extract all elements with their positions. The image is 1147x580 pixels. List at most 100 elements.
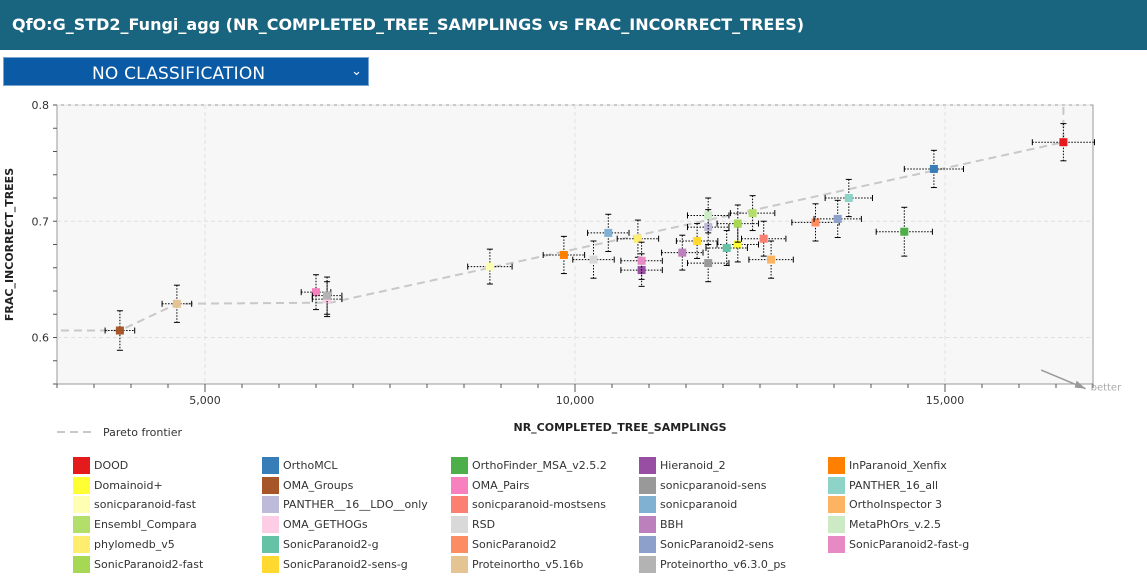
- legend-color-swatch: [262, 535, 279, 553]
- legend-color-swatch: [828, 476, 845, 494]
- legend-label: BBH: [660, 518, 684, 532]
- legend-color-swatch: [73, 457, 90, 474]
- data-point-marker: [172, 299, 181, 308]
- series-point-21: [705, 230, 748, 266]
- legend-label: SonicParanoid2-fast: [94, 557, 204, 571]
- y-tick-label: 0.7: [32, 215, 50, 228]
- data-point-marker: [589, 255, 598, 264]
- scatter-chart: 5,000 10,000 15,000 0.6 0.7 0.8 NR_COMPLETED_T…: [3, 99, 1122, 439]
- legend-label: Domainoid+: [94, 478, 163, 492]
- legend-color-swatch: [828, 457, 845, 474]
- chart-title: QfO:G_STD2_Fungi_agg (NR_COMPLETED_TREE_…: [12, 15, 805, 34]
- legend-color-swatch: [451, 516, 468, 534]
- data-point-marker: [767, 255, 776, 264]
- legend-color-swatch: [73, 555, 90, 573]
- legend-color-swatch: [73, 516, 90, 534]
- legend-label: sonicparanoid: [660, 498, 738, 512]
- classification-select[interactable]: NO CLASSIFICATION ⌄: [3, 57, 369, 86]
- legend-color-swatch: [262, 555, 279, 573]
- legend-label: Proteinortho_v5.16b: [472, 557, 584, 571]
- data-point-marker: [693, 237, 702, 246]
- legend-color-swatch: [828, 516, 845, 534]
- data-point-marker: [115, 326, 124, 335]
- series-point-27: [161, 284, 193, 323]
- legend-label: SonicParanoid2-g: [283, 537, 379, 551]
- data-point-marker: [811, 218, 820, 227]
- legend-label: Ensembl_Compara: [94, 518, 197, 532]
- legend-label: SonicParanoid2-sens: [660, 537, 774, 551]
- data-point-marker: [704, 223, 713, 232]
- legend-label: DOOD: [94, 459, 129, 472]
- legend-label: OrthoInspector 3: [849, 498, 943, 512]
- legend-color-swatch: [262, 496, 279, 514]
- legend-color-swatch: [639, 555, 656, 573]
- legend-label: sonicparanoid-mostsens: [472, 498, 606, 512]
- data-point-marker: [900, 227, 909, 236]
- legend-color-swatch: [262, 457, 279, 474]
- legend-label: OrthoFinder_MSA_v2.5.2: [472, 459, 607, 472]
- data-point-marker: [633, 234, 642, 243]
- series-point-0: [1031, 123, 1095, 162]
- legend-color-swatch: [639, 496, 656, 514]
- series-point-26: [675, 223, 719, 259]
- series-point-17: [572, 240, 615, 279]
- legend-color-swatch: [639, 535, 656, 553]
- data-point-marker: [485, 262, 494, 271]
- legend-label: InParanoid_Xenfix: [849, 459, 947, 472]
- data-point-marker: [844, 194, 853, 202]
- x-tick-label: 5,000: [189, 394, 221, 407]
- series-point-6: [104, 310, 136, 351]
- legend-label: PANTHER_16_all: [849, 478, 939, 492]
- series-point-18: [661, 234, 704, 271]
- legend-label: OrthoMCL: [283, 459, 338, 472]
- legend-color-swatch: [262, 516, 279, 534]
- legend-color-swatch: [451, 476, 468, 494]
- data-point-marker: [833, 214, 842, 223]
- legend-color-swatch: [451, 457, 468, 474]
- series-point-10: [467, 248, 513, 285]
- series-point-1: [903, 149, 964, 189]
- legend-color-swatch: [262, 476, 279, 494]
- data-point-marker: [704, 259, 713, 268]
- series-point-2: [875, 206, 933, 257]
- x-tick-label: 15,000: [926, 394, 965, 407]
- legend-label: Hieranoid_2: [660, 459, 726, 472]
- series-point-4: [542, 235, 586, 275]
- legend-label: SonicParanoid2-fast-g: [849, 537, 970, 551]
- x-tick-label: 10,000: [556, 394, 595, 407]
- series-point-9: [824, 178, 873, 218]
- series-point-11: [686, 209, 730, 245]
- data-point-marker: [637, 256, 646, 265]
- legend-color-swatch: [451, 555, 468, 573]
- legend-label: Proteinortho_v6.3.0_ps: [660, 557, 787, 571]
- series-point-19: [686, 197, 730, 234]
- x-axis-title: NR_COMPLETED_TREE_SAMPLINGS: [514, 421, 727, 434]
- data-point-marker: [312, 288, 320, 297]
- legend-color-swatch: [639, 476, 656, 494]
- legend-label: RSD: [472, 518, 496, 532]
- legend-color-swatch: [73, 476, 90, 494]
- legend-color-swatch: [73, 535, 90, 553]
- legend-color-swatch: [451, 535, 468, 553]
- data-point-marker: [929, 164, 938, 173]
- better-arrow-icon: [1074, 380, 1086, 389]
- series-point-24: [620, 241, 663, 280]
- legend-color-swatch: [73, 496, 90, 514]
- y-tick-label: 0.8: [32, 99, 50, 112]
- series-point-28: [311, 276, 343, 315]
- legend-color-swatch: [639, 457, 656, 474]
- data-point-marker: [704, 211, 713, 220]
- legend-color-swatch: [639, 516, 656, 534]
- plot-area: [56, 104, 1094, 385]
- legend-label: OMA_GETHOGs: [283, 518, 368, 532]
- legend-label: sonicparanoid-sens: [660, 478, 767, 492]
- legend-label: phylomedb_v5: [94, 537, 175, 551]
- legend-label: sonicparanoid-fast: [94, 498, 196, 512]
- pareto-legend-label: Pareto frontier: [103, 426, 182, 439]
- data-point-marker: [759, 234, 768, 243]
- y-tick-label: 0.6: [32, 332, 50, 345]
- legend-label: SonicParanoid2: [472, 537, 557, 551]
- legend-label: OMA_Pairs: [472, 478, 530, 492]
- series-point-12: [741, 220, 787, 257]
- data-point-marker: [678, 248, 687, 257]
